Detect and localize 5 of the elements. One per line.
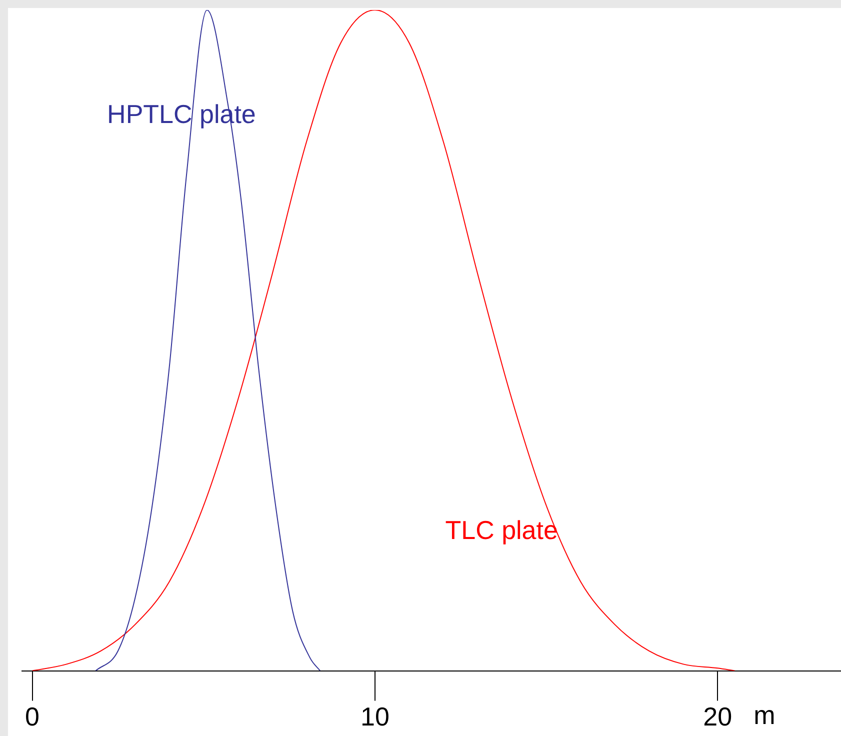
series-label: TLC plate: [445, 515, 558, 546]
x-tick-label: 0: [25, 702, 40, 732]
x-tick-label: 20: [703, 702, 732, 732]
x-axis-title: m: [754, 700, 776, 730]
x-tick-label: 10: [360, 702, 390, 732]
